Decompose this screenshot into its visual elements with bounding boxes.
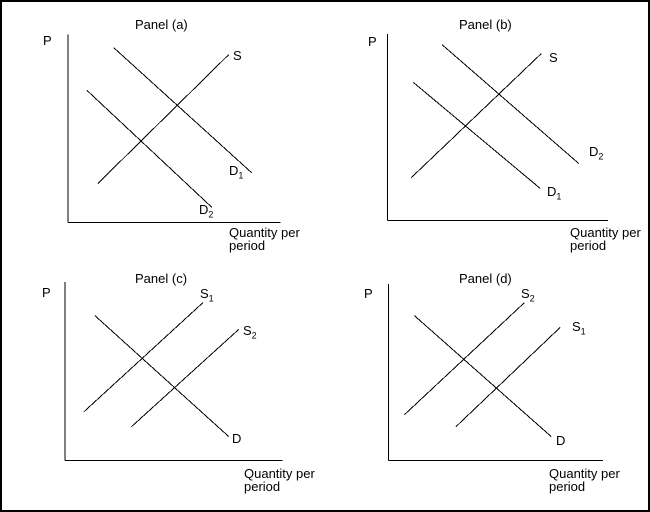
- panel-b-demand-curve-d2-label-subscript: 2: [598, 151, 604, 162]
- panel-c-supply-curve-s1: [83, 302, 204, 413]
- panel-b-supply-curve-s-label: S: [549, 51, 558, 64]
- panel-c-quantity-axis-label-line1: Quantity per: [244, 466, 315, 481]
- panel-b-quantity-axis-label: Quantity per period: [570, 226, 641, 252]
- panel-d-quantity-axis-label-line1: Quantity per: [549, 466, 620, 481]
- panel-b-demand-curve-d1-label-letter: D: [547, 184, 557, 199]
- panel-d-supply-curve-s2-label: S2: [521, 287, 535, 304]
- panel-b-demand-curve-d2: [441, 44, 580, 165]
- panel-a-demand-curve-d2-label-subscript: 2: [208, 209, 214, 220]
- panel-b-price-axis-label: P: [368, 34, 377, 49]
- panel-b-demand-curve-d2-label-letter: D: [589, 144, 599, 159]
- panel-a-demand-curve-d2: [86, 89, 213, 208]
- panel-a-supply-curve-s: [97, 54, 230, 184]
- panel-a-quantity-axis-label-line2: period: [229, 238, 266, 253]
- panel-a-supply-curve-s-label: S: [233, 49, 242, 62]
- panel-d-supply-curve-s1-label-subscript: 1: [580, 326, 586, 337]
- panel-c-price-axis-label: P: [42, 285, 51, 300]
- panel-c-supply-curve-s2-label: S2: [243, 324, 257, 341]
- panel-b-demand-curve-d1-label: D1: [547, 185, 561, 202]
- panel-b-supply-curve-s-label-letter: S: [549, 50, 558, 65]
- panel-c-quantity-axis-label: Quantity per period: [244, 467, 315, 493]
- panel-a-demand-curve-d1: [113, 47, 252, 174]
- panel-d-supply-curve-s1-label-letter: S: [572, 319, 581, 334]
- panel-d-title: Panel (d): [459, 271, 512, 286]
- panel-c-supply-curve-s1-label: S1: [200, 287, 214, 304]
- panel-b-supply-curve-s: [410, 53, 542, 178]
- panel-d-price-axis-label: P: [364, 286, 373, 301]
- panel-b-demand-curve-d2-label: D2: [589, 145, 603, 162]
- panel-a-demand-curve-d2-label: D2: [199, 203, 213, 220]
- panel-c-title: Panel (c): [135, 271, 188, 286]
- panel-d-supply-curve-s1-label: S1: [572, 320, 586, 337]
- panel-c-supply-curve-s2-label-subscript: 2: [251, 330, 257, 341]
- panel-c-demand-curve-d-label-letter: D: [232, 431, 242, 446]
- panel-a-quantity-axis-label: Quantity per period: [229, 226, 300, 252]
- panel-c-supply-curve-s2: [131, 329, 240, 428]
- panel-a-supply-curve-s-label-letter: S: [233, 48, 242, 63]
- panel-b-quantity-axis-label-line2: period: [570, 238, 607, 253]
- panel-d-quantity-axis-label-line2: period: [549, 479, 586, 494]
- panel-a-title: Panel (a): [135, 17, 188, 32]
- panel-a-demand-curve-d1-label: D1: [229, 164, 243, 181]
- panel-a-demand-curve-d2-label-letter: D: [199, 202, 209, 217]
- panel-c-demand-curve-d-label: D: [232, 432, 241, 445]
- panel-b-quantity-axis-label-line1: Quantity per: [570, 225, 641, 240]
- panel-c-quantity-axis-label-line2: period: [244, 479, 281, 494]
- panel-b-title: Panel (b): [459, 17, 512, 32]
- panel-d-supply-curve-s2-label-subscript: 2: [529, 293, 535, 304]
- panel-d-supply-curve-s2-label-letter: S: [521, 286, 530, 301]
- panel-a-quantity-axis-label-line1: Quantity per: [229, 225, 300, 240]
- panel-a-demand-curve-d1-label-letter: D: [229, 163, 239, 178]
- panel-d-demand-curve-d-label: D: [556, 434, 565, 447]
- panel-b-demand-curve-d1-label-subscript: 1: [556, 191, 562, 202]
- panel-a-price-axis-label: P: [43, 33, 52, 48]
- panel-c-supply-curve-s1-label-subscript: 1: [208, 293, 214, 304]
- panel-c-supply-curve-s1-label-letter: S: [200, 286, 209, 301]
- panel-d-demand-curve-d: [413, 315, 552, 437]
- panel-b-demand-curve-d1: [412, 81, 541, 189]
- panel-c-supply-curve-s2-label-letter: S: [243, 323, 252, 338]
- panel-c-demand-curve-d: [94, 315, 230, 437]
- panel-a-demand-curve-d1-label-subscript: 1: [238, 170, 244, 181]
- panel-d-quantity-axis-label: Quantity per period: [549, 467, 620, 493]
- panel-d-supply-curve-s1: [455, 327, 561, 428]
- panel-d-supply-curve-s2: [404, 302, 525, 416]
- panel-d-demand-curve-d-label-letter: D: [556, 433, 566, 448]
